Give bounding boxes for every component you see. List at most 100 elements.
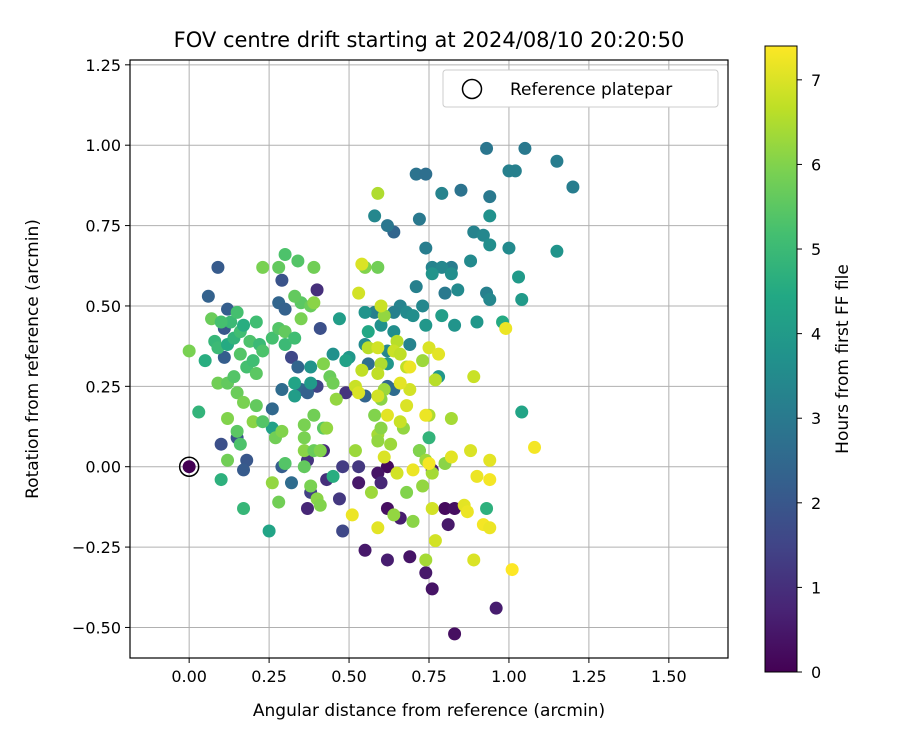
data-point (291, 360, 305, 374)
data-point (221, 411, 235, 425)
data-point (550, 244, 564, 258)
colorbar-tick-label: 2 (811, 494, 821, 513)
data-point (237, 395, 251, 409)
data-point (425, 502, 439, 515)
y-tick-label: 0.50 (85, 297, 121, 316)
data-point (262, 524, 276, 538)
data-point (483, 473, 497, 487)
data-point (214, 315, 228, 329)
data-point (249, 315, 263, 329)
data-point (284, 350, 298, 364)
data-point (256, 260, 270, 274)
colorbar-gradient (764, 45, 798, 673)
data-point (403, 550, 417, 564)
data-point (352, 386, 366, 400)
data-point (476, 228, 490, 242)
data-point (444, 411, 458, 425)
data-point (304, 479, 318, 493)
x-tick-label: 0.50 (331, 667, 367, 686)
y-tick-label: −0.25 (72, 538, 121, 557)
data-point (211, 376, 225, 390)
colorbar-tick-label: 7 (811, 71, 821, 90)
colorbar-ticks: 0 1 2 3 4 5 6 7 (797, 71, 821, 682)
data-point (435, 309, 449, 323)
data-point (422, 341, 436, 355)
data-point (483, 190, 497, 204)
data-point (313, 444, 327, 458)
data-point (332, 492, 346, 506)
data-point (508, 164, 522, 178)
colorbar-tick-label: 3 (811, 409, 821, 428)
data-point (361, 325, 375, 339)
data-point (265, 331, 279, 345)
data-point (416, 354, 430, 368)
data-point (371, 389, 385, 403)
data-point (329, 392, 343, 406)
data-point (198, 354, 212, 368)
data-point (406, 309, 420, 323)
data-point (438, 286, 452, 300)
data-point (313, 321, 327, 335)
y-tick-label: −0.50 (72, 618, 121, 637)
data-point (221, 453, 235, 467)
data-point (201, 289, 215, 303)
data-point (483, 209, 497, 223)
data-point (406, 463, 420, 477)
colorbar-tick-label: 4 (811, 325, 821, 344)
data-point (371, 341, 385, 355)
data-point (368, 408, 382, 422)
y-tick-label: 1.25 (85, 56, 121, 75)
data-point (214, 437, 228, 451)
colorbar-tick-label: 5 (811, 240, 821, 259)
data-point (470, 315, 484, 329)
data-point (246, 354, 260, 368)
data-point (489, 601, 503, 615)
data-point (412, 212, 426, 226)
data-point (435, 260, 449, 274)
reference-platepar-marker (178, 456, 200, 477)
data-point (358, 543, 372, 557)
colorbar-tick-label: 1 (811, 578, 821, 597)
data-point (528, 440, 542, 454)
x-axis-ticks: 0.00 0.25 0.50 0.75 1.00 1.25 1.50 (171, 658, 687, 686)
data-point (278, 325, 292, 339)
legend-box (442, 69, 719, 108)
data-point (249, 399, 263, 413)
data-point (275, 424, 289, 438)
data-point (393, 415, 407, 429)
data-point (288, 389, 302, 403)
data-point (288, 289, 302, 303)
data-point (444, 450, 458, 464)
data-point (371, 366, 385, 380)
data-point (448, 627, 462, 641)
data-point (428, 534, 442, 548)
legend-marker (461, 78, 483, 100)
data-point (275, 383, 289, 397)
data-point (284, 476, 298, 490)
data-point (307, 260, 321, 274)
data-point (355, 363, 369, 377)
data-point (278, 302, 292, 316)
data-point (249, 366, 263, 380)
data-point (371, 260, 385, 274)
data-point (265, 476, 279, 490)
data-point (275, 273, 289, 287)
data-point (422, 456, 436, 470)
data-point (364, 485, 378, 499)
data-point (272, 260, 286, 274)
data-point (227, 370, 241, 384)
data-point (454, 183, 468, 197)
data-point (294, 312, 308, 326)
data-point (288, 376, 302, 390)
data-point (393, 347, 407, 361)
data-point (448, 318, 462, 332)
data-point (297, 418, 311, 432)
data-point (380, 219, 394, 233)
data-point (412, 444, 426, 458)
data-point (464, 254, 478, 268)
data-point (393, 376, 407, 390)
data-point (230, 386, 244, 400)
data-point (425, 267, 439, 281)
data-point (278, 456, 292, 470)
